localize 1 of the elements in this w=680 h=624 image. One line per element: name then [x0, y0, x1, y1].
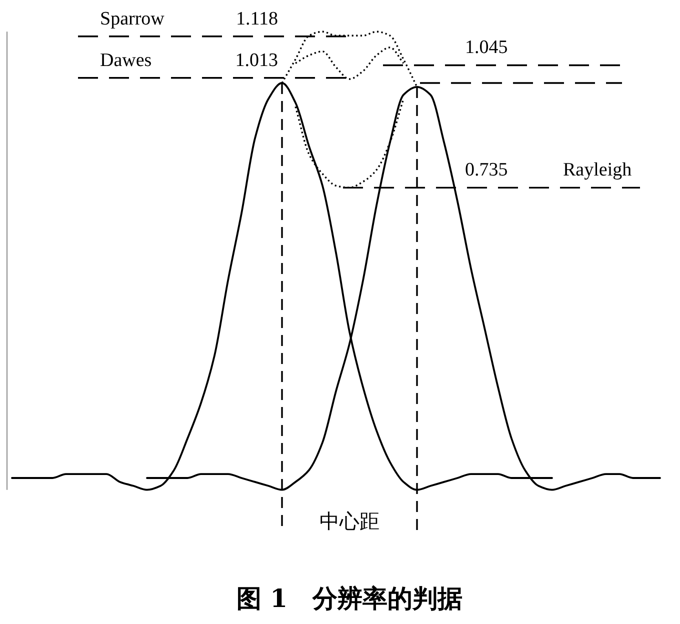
title: 图 1 分辨率的判据	[236, 584, 463, 613]
